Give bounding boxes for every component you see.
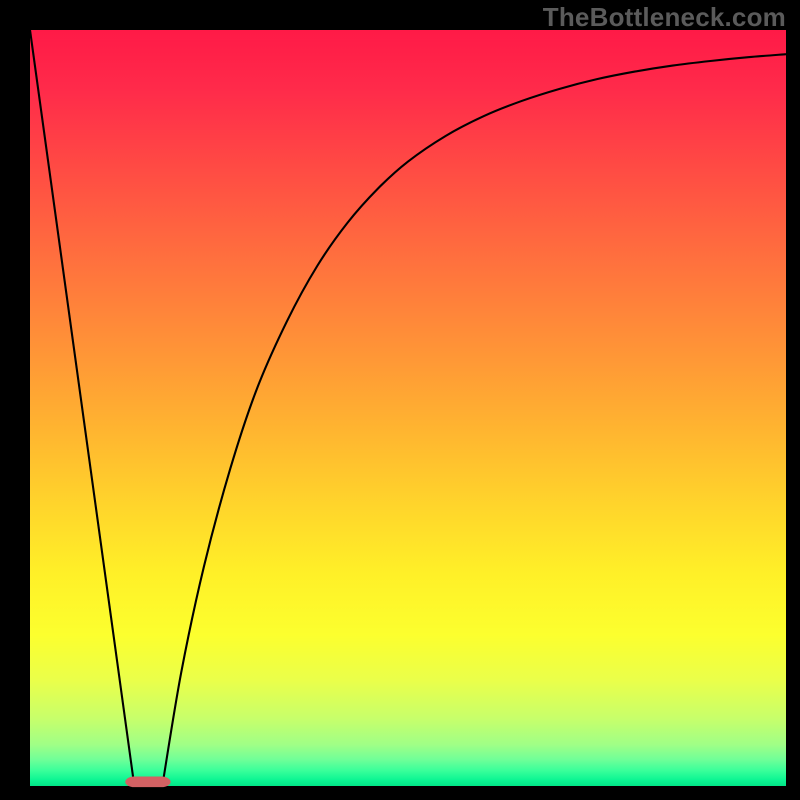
watermark-text: TheBottleneck.com: [543, 2, 786, 33]
curve-layer: [0, 0, 800, 800]
bottleneck-marker: [125, 777, 170, 788]
gradient-background: [30, 30, 786, 786]
chart-frame: TheBottleneck.com: [0, 0, 800, 800]
